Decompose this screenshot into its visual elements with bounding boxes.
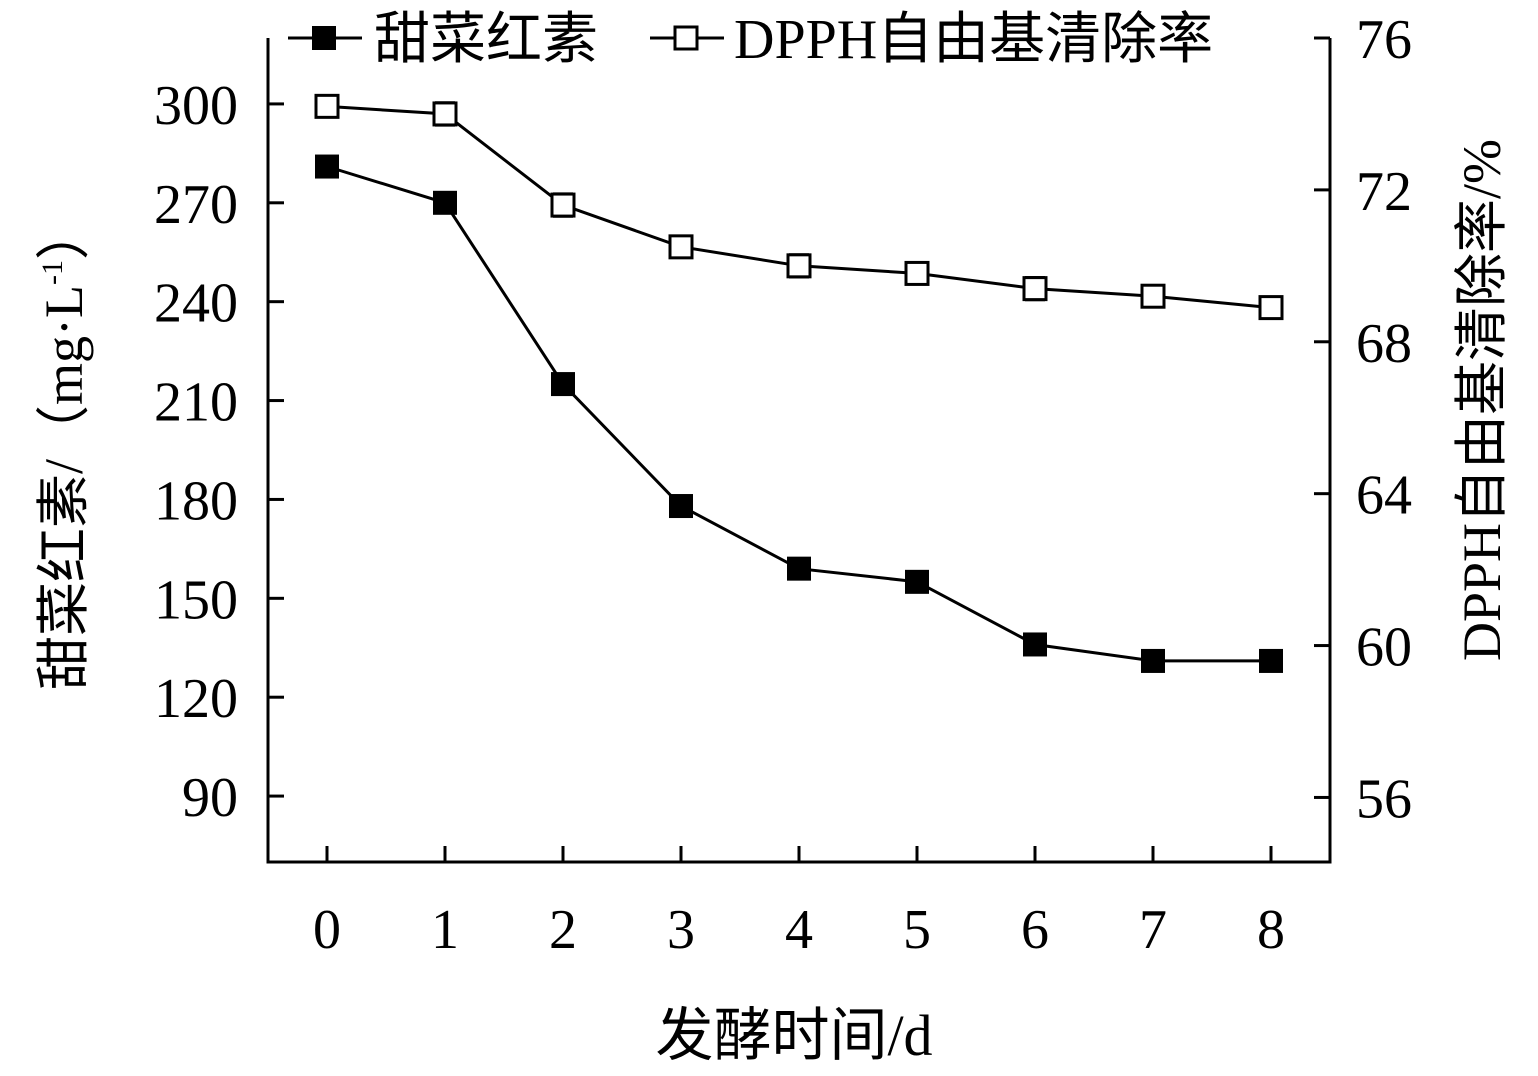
data-point-betalain — [905, 569, 929, 594]
legend-item-dpph: DPPH自由基清除率 — [650, 9, 1213, 71]
x-tick-label: 6 — [1021, 899, 1049, 961]
data-point-betalain — [1141, 648, 1165, 673]
x-tick-label: 1 — [431, 899, 459, 961]
x-axis-ticks: 0 1 2 3 4 5 6 7 8 — [313, 846, 1285, 961]
data-point-dpph — [668, 234, 694, 260]
left-y-axis-title: 甜菜红素/（mg·L-1） — [34, 206, 94, 690]
left-tick-label: 90 — [182, 767, 238, 829]
right-tick-label: 64 — [1356, 465, 1412, 527]
x-axis-title: 发酵时间/d — [655, 1003, 932, 1068]
left-y-axis-title-main: 甜菜红素/（mg·L — [34, 285, 94, 690]
left-tick-label: 120 — [154, 668, 238, 730]
right-tick-label: 68 — [1356, 313, 1412, 375]
right-tick-label: 56 — [1356, 768, 1412, 830]
x-tick-label: 0 — [313, 899, 341, 961]
left-tick-label: 150 — [154, 569, 238, 631]
legend-marker-filled-square — [312, 26, 336, 50]
data-point-betalain — [315, 154, 339, 179]
x-tick-label: 7 — [1139, 899, 1167, 961]
data-point-dpph — [314, 93, 340, 119]
data-point-dpph — [1022, 276, 1048, 302]
legend-label-dpph: DPPH自由基清除率 — [734, 9, 1213, 71]
left-tick-label: 270 — [154, 174, 238, 236]
data-point-betalain — [551, 372, 575, 397]
x-tick-label: 3 — [667, 899, 695, 961]
plot-frame — [266, 38, 1332, 864]
left-y-axis-ticks: 90 120 150 180 210 240 270 300 — [154, 75, 284, 829]
right-y-axis-ticks: 56 60 64 68 72 76 — [1314, 9, 1412, 830]
data-point-dpph — [550, 192, 576, 218]
x-tick-label: 5 — [903, 899, 931, 961]
legend: 甜菜红素 DPPH自由基清除率 — [288, 9, 1213, 71]
left-y-axis-title-close: ） — [34, 206, 94, 260]
left-tick-label: 300 — [154, 75, 238, 137]
data-point-dpph — [1140, 283, 1166, 309]
right-tick-label: 76 — [1356, 9, 1412, 71]
data-point-betalain — [1023, 632, 1047, 657]
left-tick-label: 240 — [154, 273, 238, 335]
data-point-betalain — [1259, 648, 1283, 673]
left-tick-label: 210 — [154, 372, 238, 434]
data-point-dpph — [904, 260, 930, 286]
data-point-betalain — [669, 494, 693, 519]
legend-item-betalain: 甜菜红素 — [288, 9, 598, 71]
legend-label-betalain: 甜菜红素 — [374, 9, 598, 71]
right-tick-label: 60 — [1356, 617, 1412, 679]
data-point-dpph — [1258, 295, 1284, 321]
series-line-betalain — [326, 165, 1271, 663]
x-tick-label: 8 — [1257, 899, 1285, 961]
right-tick-label: 72 — [1356, 161, 1412, 223]
series-markers — [314, 93, 1284, 673]
legend-marker-open-square — [673, 25, 699, 51]
left-y-axis-title-superscript: -1 — [36, 260, 69, 285]
x-tick-label: 2 — [549, 899, 577, 961]
series-error-bars — [317, 97, 1281, 671]
data-point-betalain — [433, 190, 457, 215]
right-y-axis-title: DPPH自由基清除率/% — [1452, 139, 1512, 661]
data-point-dpph — [432, 101, 458, 127]
data-point-dpph — [786, 253, 812, 279]
left-tick-label: 180 — [154, 470, 238, 532]
x-tick-label: 4 — [785, 899, 813, 961]
data-point-betalain — [787, 556, 811, 581]
